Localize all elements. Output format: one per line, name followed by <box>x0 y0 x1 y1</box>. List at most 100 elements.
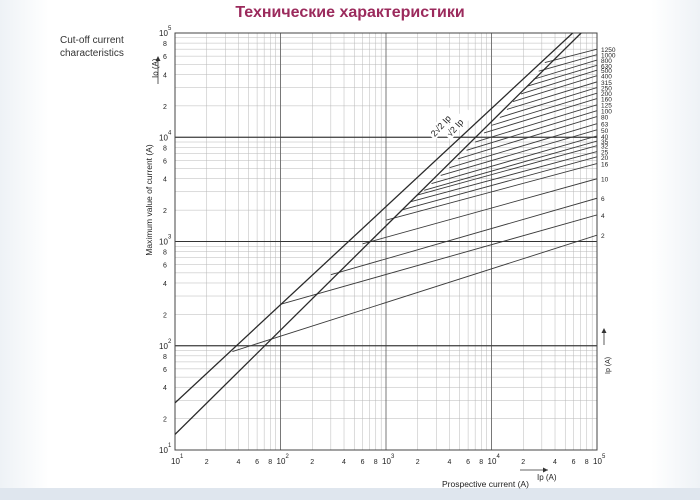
reference-line-2 <box>175 33 582 435</box>
y-axis-arrowhead <box>155 56 161 61</box>
reference-lines <box>175 33 582 435</box>
y-major-exp: 1 <box>168 443 172 449</box>
x-major-label: 10 <box>593 457 602 466</box>
x-minor-label: 4 <box>342 459 346 466</box>
fuse-line-35 <box>424 140 597 191</box>
fuse-line-100 <box>466 110 597 151</box>
reference-label-bg <box>442 107 474 141</box>
fuse-line-1000 <box>538 54 597 72</box>
fuse-label-63: 63 <box>601 122 609 129</box>
fuse-label-10: 10 <box>601 177 609 184</box>
fuse-label-35: 35 <box>601 139 609 146</box>
x-major-exp: 3 <box>391 454 395 460</box>
y-minor-label: 8 <box>163 354 167 361</box>
fuse-label-50: 50 <box>601 128 609 135</box>
fuse-label-1250: 1250 <box>601 47 616 54</box>
axis-labels: 1250100080063050040031525020016012510080… <box>144 26 616 489</box>
x-minor-label: 2 <box>310 459 314 466</box>
y-minor-label: 6 <box>163 263 167 270</box>
x-axis-arrowhead <box>543 467 548 473</box>
fuse-label-25: 25 <box>601 149 609 156</box>
x-major-label: 10 <box>171 457 180 466</box>
fuse-label-2: 2 <box>601 233 605 240</box>
y-minor-label: 8 <box>163 145 167 152</box>
x-major-label: 10 <box>277 457 286 466</box>
fuse-label-630: 630 <box>601 63 612 70</box>
y-minor-label: 6 <box>163 367 167 374</box>
fuse-label-20: 20 <box>601 155 609 162</box>
y-minor-label: 6 <box>163 54 167 61</box>
caption-line-1: Cut-off current <box>60 35 124 46</box>
y-major-exp: 3 <box>168 235 172 241</box>
y-minor-label: 2 <box>163 417 167 424</box>
fuse-label-32: 32 <box>601 144 609 151</box>
fuse-label-6: 6 <box>601 196 605 203</box>
fuse-line-400 <box>512 75 597 102</box>
fuse-line-63 <box>449 123 597 169</box>
fuse-label-1000: 1000 <box>601 53 616 60</box>
y-major-exp: 5 <box>168 26 172 32</box>
y-major-label: 10 <box>159 133 168 142</box>
fuse-line-6 <box>330 197 597 276</box>
x-minor-label: 8 <box>479 459 483 466</box>
fuse-line-50 <box>440 129 597 176</box>
y-minor-label: 6 <box>163 158 167 165</box>
fuse-label-100: 100 <box>601 109 612 116</box>
fuse-label-400: 400 <box>601 74 612 81</box>
fuse-label-160: 160 <box>601 97 612 104</box>
fuse-label-500: 500 <box>601 68 612 75</box>
x-minor-label: 4 <box>553 459 557 466</box>
x-minor-label: 6 <box>572 459 576 466</box>
fuse-line-40 <box>431 135 597 184</box>
x-minor-label: 2 <box>416 459 420 466</box>
y-major-label: 10 <box>159 29 168 38</box>
fuse-label-40: 40 <box>601 134 609 141</box>
fuse-label-250: 250 <box>601 86 612 93</box>
y-minor-label: 2 <box>163 208 167 215</box>
y-major-exp: 4 <box>168 130 172 136</box>
y-major-label: 10 <box>159 342 168 351</box>
x-major-label: 10 <box>488 457 497 466</box>
x-major-exp: 4 <box>497 454 501 460</box>
right-ip-symbol: Ip (A) <box>605 357 612 374</box>
fuse-label-800: 800 <box>601 58 612 65</box>
x-axis-symbol: Ip (A) <box>537 473 557 482</box>
fuse-rating-lines <box>232 48 597 352</box>
x-minor-label: 8 <box>374 459 378 466</box>
caption-line-2: characteristics <box>60 48 124 59</box>
plot-frame <box>174 32 598 451</box>
fuse-label-315: 315 <box>601 80 612 87</box>
fuse-line-500 <box>520 69 597 95</box>
fuse-label-125: 125 <box>601 103 612 110</box>
y-minor-label: 4 <box>163 385 167 392</box>
fuse-line-20 <box>401 156 597 211</box>
y-minor-label: 4 <box>163 177 167 184</box>
y-axis-symbol: Io (A) <box>151 58 160 78</box>
x-major-exp: 1 <box>180 454 184 460</box>
bottom-strip <box>0 488 700 500</box>
fuse-line-630 <box>527 64 597 87</box>
fuse-line-10 <box>362 178 597 245</box>
y-minor-label: 8 <box>163 250 167 257</box>
y-axis-title: Maximum value of current (A) <box>144 144 154 256</box>
x-minor-label: 6 <box>361 459 365 466</box>
y-minor-label: 4 <box>163 281 167 288</box>
chart-caption: Cut-off current characteristics <box>60 34 150 60</box>
fuse-line-25 <box>410 151 597 203</box>
plot-border <box>174 32 598 451</box>
x-minor-label: 4 <box>237 459 241 466</box>
reference-label-bg <box>426 107 458 141</box>
fuse-label-200: 200 <box>601 91 612 98</box>
fuse-line-16 <box>385 163 597 221</box>
y-minor-label: 4 <box>163 72 167 79</box>
fuse-line-200 <box>491 92 597 126</box>
fuse-label-80: 80 <box>601 115 609 122</box>
y-major-exp: 2 <box>168 339 172 345</box>
x-minor-label: 6 <box>255 459 259 466</box>
reference-line-1 <box>175 33 574 404</box>
x-major-label: 10 <box>382 457 391 466</box>
fuse-label-16: 16 <box>601 162 609 169</box>
x-minor-label: 8 <box>585 459 589 466</box>
